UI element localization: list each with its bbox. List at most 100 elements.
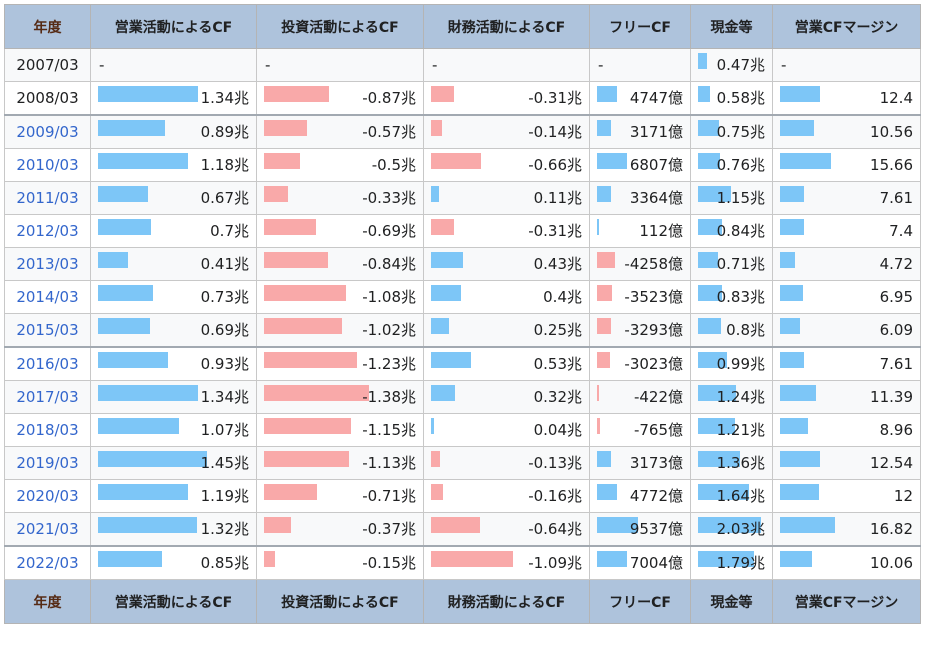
cell-year[interactable]: 2010/03: [4, 148, 91, 182]
year-link[interactable]: 2022/03: [16, 554, 79, 572]
year-link[interactable]: 2014/03: [16, 288, 79, 306]
year-link[interactable]: 2015/03: [16, 321, 79, 339]
operating-cf-bar: [98, 484, 188, 500]
footer-header-financing-cf: 財務活動によるCF: [423, 579, 590, 624]
operating-cf-margin-bar: [780, 451, 820, 467]
year-link[interactable]: 2013/03: [16, 255, 79, 273]
cell-year[interactable]: 2018/03: [4, 413, 91, 447]
cell-year[interactable]: 2015/03: [4, 313, 91, 348]
header-row-top: 年度 営業活動によるCF 投資活動によるCF 財務活動によるCF フリーCF 現…: [4, 4, 921, 49]
table-row: 2017/03 1.34兆 -1.38兆 0.32兆 -422億 1.24兆 11.39: [4, 380, 921, 414]
cell-investing-cf: -1.23兆: [256, 346, 424, 381]
investing-cf-bar: [264, 517, 291, 533]
financing-cf-bar: [431, 318, 449, 334]
year-link[interactable]: 2018/03: [16, 421, 79, 439]
cell-cash: 0.84兆: [690, 214, 773, 248]
cell-financing-cf: -1.09兆: [423, 545, 590, 580]
operating-cf-margin-value: 7.4: [889, 222, 913, 240]
cell-year[interactable]: 2013/03: [4, 247, 91, 281]
cell-investing-cf: -0.71兆: [256, 479, 424, 513]
operating-cf-margin-bar: [780, 418, 808, 434]
financing-cf-bar: [431, 252, 463, 268]
operating-cf-bar: [98, 418, 179, 434]
year-link[interactable]: 2009/03: [16, 123, 79, 141]
investing-cf-bar: [264, 451, 349, 467]
operating-cf-margin-value: -: [781, 56, 787, 74]
year-link[interactable]: 2019/03: [16, 454, 79, 472]
cell-year[interactable]: 2011/03: [4, 181, 91, 215]
cell-cash: 0.83兆: [690, 280, 773, 314]
financing-cf-value: -0.64兆: [528, 520, 582, 538]
operating-cf-margin-bar: [780, 285, 803, 301]
operating-cf-margin-bar: [780, 86, 820, 102]
year-link[interactable]: 2016/03: [16, 355, 79, 373]
operating-cf-margin-value: 16.82: [870, 520, 913, 538]
investing-cf-value: -1.15兆: [362, 421, 416, 439]
operating-cf-margin-bar: [780, 484, 819, 500]
year-link[interactable]: 2017/03: [16, 388, 79, 406]
cell-operating-cf-margin: 6.09: [772, 313, 921, 348]
financing-cf-value: 0.4兆: [543, 288, 582, 306]
cell-year[interactable]: 2021/03: [4, 512, 91, 547]
cell-cash: 0.47兆: [690, 48, 773, 82]
cell-year[interactable]: 2009/03: [4, 114, 91, 149]
cell-year[interactable]: 2014/03: [4, 280, 91, 314]
investing-cf-value: -1.38兆: [362, 388, 416, 406]
year-link[interactable]: 2021/03: [16, 520, 79, 538]
year-link[interactable]: 2020/03: [16, 487, 79, 505]
financing-cf-bar: [431, 86, 454, 102]
cash-value: 0.58兆: [716, 89, 765, 107]
financing-cf-value: -0.14兆: [528, 123, 582, 141]
footer-header-operating-cf-margin: 営業CFマージン: [772, 579, 921, 624]
financing-cf-bar: [431, 352, 471, 368]
operating-cf-value: 1.18兆: [200, 156, 249, 174]
cell-year[interactable]: 2012/03: [4, 214, 91, 248]
operating-cf-value: 0.41兆: [200, 255, 249, 273]
cell-year[interactable]: 2019/03: [4, 446, 91, 480]
cell-investing-cf: -0.5兆: [256, 148, 424, 182]
financing-cf-bar: [431, 385, 455, 401]
cell-investing-cf: -1.08兆: [256, 280, 424, 314]
cell-financing-cf: 0.11兆: [423, 181, 590, 215]
operating-cf-value: 0.93兆: [200, 355, 249, 373]
cell-investing-cf: -1.38兆: [256, 380, 424, 414]
operating-cf-value: 1.07兆: [200, 421, 249, 439]
cell-investing-cf: -1.13兆: [256, 446, 424, 480]
free-cf-bar: [597, 186, 611, 202]
cell-operating-cf: 1.45兆: [90, 446, 257, 480]
year-link[interactable]: 2010/03: [16, 156, 79, 174]
financing-cf-bar: [431, 285, 461, 301]
cell-operating-cf: 0.73兆: [90, 280, 257, 314]
investing-cf-bar: [264, 352, 357, 368]
cell-cash: 1.15兆: [690, 181, 773, 215]
header-row-bottom: 年度 営業活動によるCF 投資活動によるCF 財務活動によるCF フリーCF 現…: [4, 579, 921, 624]
cell-free-cf: 112億: [589, 214, 691, 248]
cell-year[interactable]: 2022/03: [4, 545, 91, 580]
cell-operating-cf: 1.32兆: [90, 512, 257, 547]
table-row: 2015/03 0.69兆 -1.02兆 0.25兆 -3293億 0.8兆 6.09: [4, 313, 921, 348]
operating-cf-margin-bar: [780, 120, 814, 136]
cell-operating-cf-margin: 12: [772, 479, 921, 513]
cell-investing-cf: -1.15兆: [256, 413, 424, 447]
year-link[interactable]: 2011/03: [16, 189, 79, 207]
operating-cf-value: 1.34兆: [200, 388, 249, 406]
cell-year[interactable]: 2016/03: [4, 346, 91, 381]
operating-cf-bar: [98, 219, 151, 235]
cell-operating-cf: 0.41兆: [90, 247, 257, 281]
cell-free-cf: 4772億: [589, 479, 691, 513]
footer-header-cash: 現金等: [690, 579, 773, 624]
operating-cf-margin-value: 10.56: [870, 123, 913, 141]
investing-cf-value: -0.71兆: [362, 487, 416, 505]
operating-cf-bar: [98, 120, 165, 136]
year-link[interactable]: 2012/03: [16, 222, 79, 240]
cell-investing-cf: -: [256, 48, 424, 82]
cell-free-cf: 6807億: [589, 148, 691, 182]
operating-cf-value: 0.69兆: [200, 321, 249, 339]
cell-year[interactable]: 2017/03: [4, 380, 91, 414]
investing-cf-bar: [264, 186, 288, 202]
cell-operating-cf-margin: 12.4: [772, 81, 921, 116]
cell-year[interactable]: 2020/03: [4, 479, 91, 513]
cash-bar: [698, 318, 721, 334]
free-cf-bar: [597, 418, 600, 434]
operating-cf-margin-value: 6.09: [879, 321, 913, 339]
